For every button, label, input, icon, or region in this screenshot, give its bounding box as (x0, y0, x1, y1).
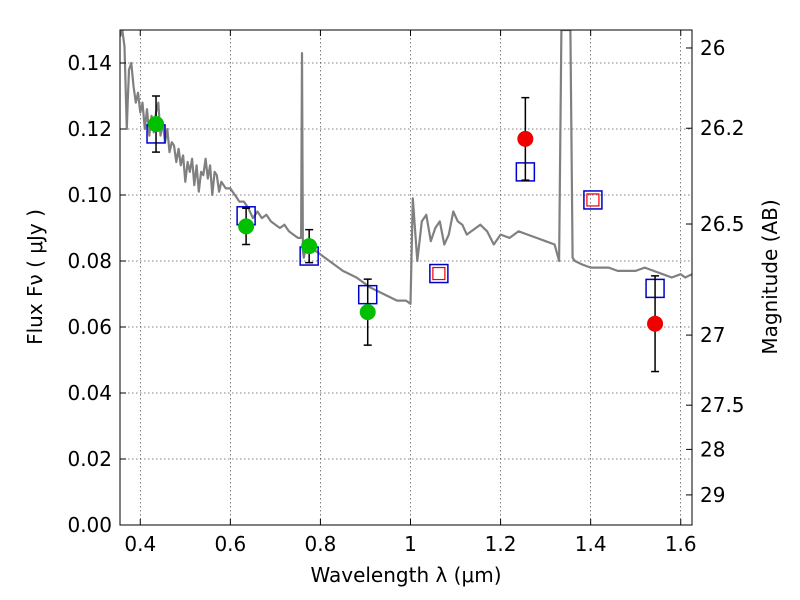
x-axis-title: Wavelength λ (μm) (310, 563, 501, 587)
x-tick-label: 0.4 (124, 532, 156, 556)
y2-axis-title: Magnitude (AB) (758, 199, 782, 354)
x-tick-label: 1.6 (665, 532, 697, 556)
measured-flux-point (301, 238, 318, 255)
measured-flux-point (238, 218, 255, 235)
plot-frame (119, 29, 693, 526)
y-tick-label: 0.12 (67, 117, 112, 141)
x-tick-label: 0.6 (214, 532, 246, 556)
upper-limit-square (432, 266, 446, 281)
y-tick-label: 0.02 (67, 447, 112, 471)
x-tick-label: 1 (404, 532, 417, 556)
y-axis-title: Flux Fν ( μJy ) (23, 209, 47, 345)
y-tick-label: 0.06 (67, 315, 112, 339)
upper-limit-square (586, 193, 600, 207)
ticks: 0.4 0.6 0.8 1 1.2 1.4 1.6 0.00 0.02 0.04 0.06 0.08 0… (67, 30, 745, 556)
x-tick-label: 1.2 (485, 532, 517, 556)
y2-tick-label: 28 (700, 437, 725, 461)
y-tick-label: 0.04 (67, 381, 112, 405)
y-tick-label: 0.10 (67, 183, 112, 207)
spectrum-line (120, 30, 692, 305)
x-tick-label: 1.4 (575, 532, 607, 556)
model-flux-square (583, 190, 603, 210)
y2-tick-label: 27.5 (700, 393, 745, 417)
y-tick-label: 0.08 (67, 249, 112, 273)
y2-tick-label: 29 (700, 483, 725, 507)
measured-flux-point (148, 116, 165, 133)
y2-tick-label: 26.5 (700, 212, 745, 236)
y2-tick-label: 27 (700, 323, 725, 347)
measured-flux-point (517, 130, 534, 147)
y-tick-label: 0.00 (67, 513, 112, 537)
y2-tick-label: 26 (700, 36, 725, 60)
markers-layer (146, 95, 665, 373)
y-tick-label: 0.14 (67, 51, 112, 75)
x-tick-label: 0.8 (305, 532, 337, 556)
measured-flux-point (359, 304, 376, 321)
measured-flux-point (647, 315, 664, 332)
y2-tick-label: 26.2 (700, 116, 745, 140)
model-flux-square (429, 263, 449, 284)
spectrum-layer (120, 30, 692, 305)
